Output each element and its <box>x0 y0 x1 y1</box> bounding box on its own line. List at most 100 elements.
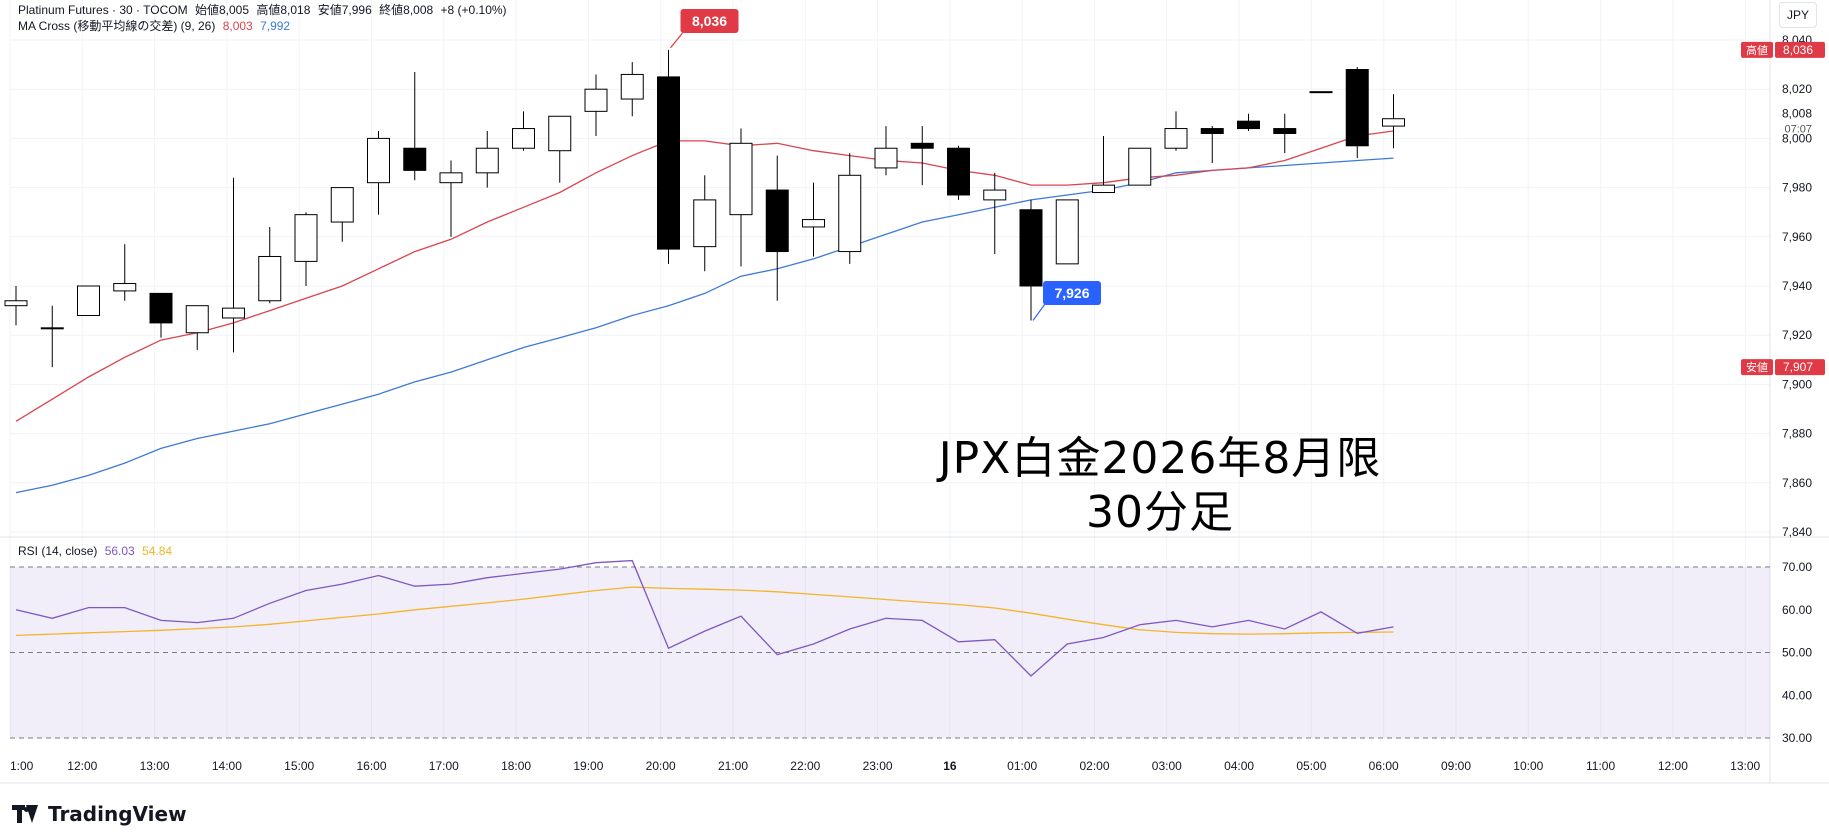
candle-body <box>947 147 970 196</box>
low-price-tag-label-bg <box>1741 359 1773 376</box>
rsi-value: 56.03 <box>104 544 135 558</box>
watermark-line-2: 30分足 <box>1086 487 1234 538</box>
candle-body <box>330 187 354 223</box>
close-label: 終値 <box>379 3 404 17</box>
time-tick-label: 10:00 <box>1513 759 1543 773</box>
candle <box>4 286 28 326</box>
rsi-indicator-name: RSI (14, close) <box>18 544 98 558</box>
time-tick-label: 05:00 <box>1296 759 1326 773</box>
candle-body <box>403 147 427 171</box>
ma-fast-value: 8,003 <box>222 19 253 33</box>
time-tick-label: 12:00 <box>1658 759 1688 773</box>
candle <box>1237 113 1260 132</box>
candle-body <box>548 115 572 152</box>
price-tick-label: 7,980 <box>1782 181 1812 195</box>
candle <box>947 145 970 200</box>
low-label: 安値 <box>317 3 342 17</box>
candle-body <box>1019 209 1043 287</box>
candle-body <box>1200 128 1224 134</box>
candle <box>1382 94 1405 149</box>
candle <box>330 187 354 242</box>
high-price-tag-value: 8,036 <box>1783 43 1813 57</box>
candle-body <box>584 88 608 112</box>
time-tick-label: 13:00 <box>1730 759 1760 773</box>
high-callout-line <box>670 32 683 49</box>
candle <box>693 175 717 272</box>
candle-body <box>1055 199 1079 265</box>
low-price-tag-label: 安値 <box>1746 360 1768 374</box>
candle-body <box>185 305 209 334</box>
candle-body <box>910 142 934 149</box>
candle <box>1128 147 1152 186</box>
candle <box>584 74 608 136</box>
rsi-tick-label: 40.00 <box>1782 688 1812 702</box>
candle <box>222 177 245 353</box>
candle-body <box>838 174 862 253</box>
candle <box>874 126 898 176</box>
candle-body <box>149 292 173 324</box>
time-tick-label: 14:00 <box>212 759 242 773</box>
candle-body <box>693 199 717 248</box>
candle <box>657 49 680 264</box>
candle <box>258 226 282 304</box>
candle-body <box>367 137 390 184</box>
candle <box>1345 67 1369 159</box>
price-tick-label: 8,000 <box>1782 131 1812 145</box>
candle <box>475 131 499 188</box>
time-tick-label: 1:00 <box>10 759 34 773</box>
candle <box>512 111 535 151</box>
rsi-band <box>10 567 1770 738</box>
candle <box>1309 91 1333 94</box>
ma-legend[interactable]: MA Cross (移動平均線の交差) (9, 26) 8,003 7,992 <box>18 19 294 34</box>
time-tick-label: 12:00 <box>67 759 97 773</box>
ma-slow-value: 7,992 <box>260 19 291 33</box>
candle <box>1273 113 1297 154</box>
ohlc-legend: Platinum Futures · 30 · TOCOM 始値8,005 高値… <box>18 3 511 18</box>
rsi-legend[interactable]: RSI (14, close) 56.03 54.84 <box>18 544 176 559</box>
ma-fast-line <box>15 130 1394 422</box>
candle-body <box>874 147 898 169</box>
rsi-tick-label: 30.00 <box>1782 731 1812 745</box>
candle-body <box>113 283 137 292</box>
time-tick-label: 20:00 <box>646 759 676 773</box>
high-label: 高値 <box>256 3 281 17</box>
candle-body <box>1092 184 1115 194</box>
candle <box>77 285 100 317</box>
low-callout-value: 7,926 <box>1054 285 1089 301</box>
symbol-title: Platinum Futures · 30 · TOCOM <box>18 3 188 17</box>
currency-button[interactable]: JPY <box>1779 2 1817 28</box>
time-tick-label: 11:00 <box>1586 759 1615 773</box>
candle <box>403 71 427 181</box>
high-callout-value: 8,036 <box>692 13 727 29</box>
candle <box>548 115 572 183</box>
time-tick-label: 03:00 <box>1152 759 1182 773</box>
price-tick-label: 7,860 <box>1782 476 1812 490</box>
rsi-line <box>15 559 1394 677</box>
candle-body <box>983 189 1007 201</box>
candle-body <box>620 73 644 100</box>
tradingview-logo-icon <box>12 805 42 823</box>
high-price-tag-label: 高値 <box>1746 43 1768 57</box>
time-tick-label: 13:00 <box>140 759 170 773</box>
candle <box>185 305 209 350</box>
time-tick-label: 09:00 <box>1441 759 1471 773</box>
candle <box>983 172 1007 255</box>
candle-body <box>1128 147 1152 186</box>
candle <box>765 155 789 301</box>
time-tick-label: 21:00 <box>718 759 748 773</box>
candle <box>1019 199 1043 321</box>
watermark-line-1: JPX白金2026年8月限 <box>938 433 1382 484</box>
candle <box>40 305 64 368</box>
time-tick-label: 04:00 <box>1224 759 1254 773</box>
candle-body <box>765 189 789 253</box>
tradingview-logo[interactable]: TradingView <box>12 800 187 828</box>
candle-body <box>1164 128 1188 149</box>
time-tick-label: 01:00 <box>1007 759 1037 773</box>
candle <box>802 182 825 257</box>
time-tick-label: 02:00 <box>1079 759 1109 773</box>
candle-body <box>657 76 680 250</box>
candle <box>729 128 753 267</box>
rsi-ma-line <box>15 586 1394 637</box>
candle-body <box>475 147 499 174</box>
